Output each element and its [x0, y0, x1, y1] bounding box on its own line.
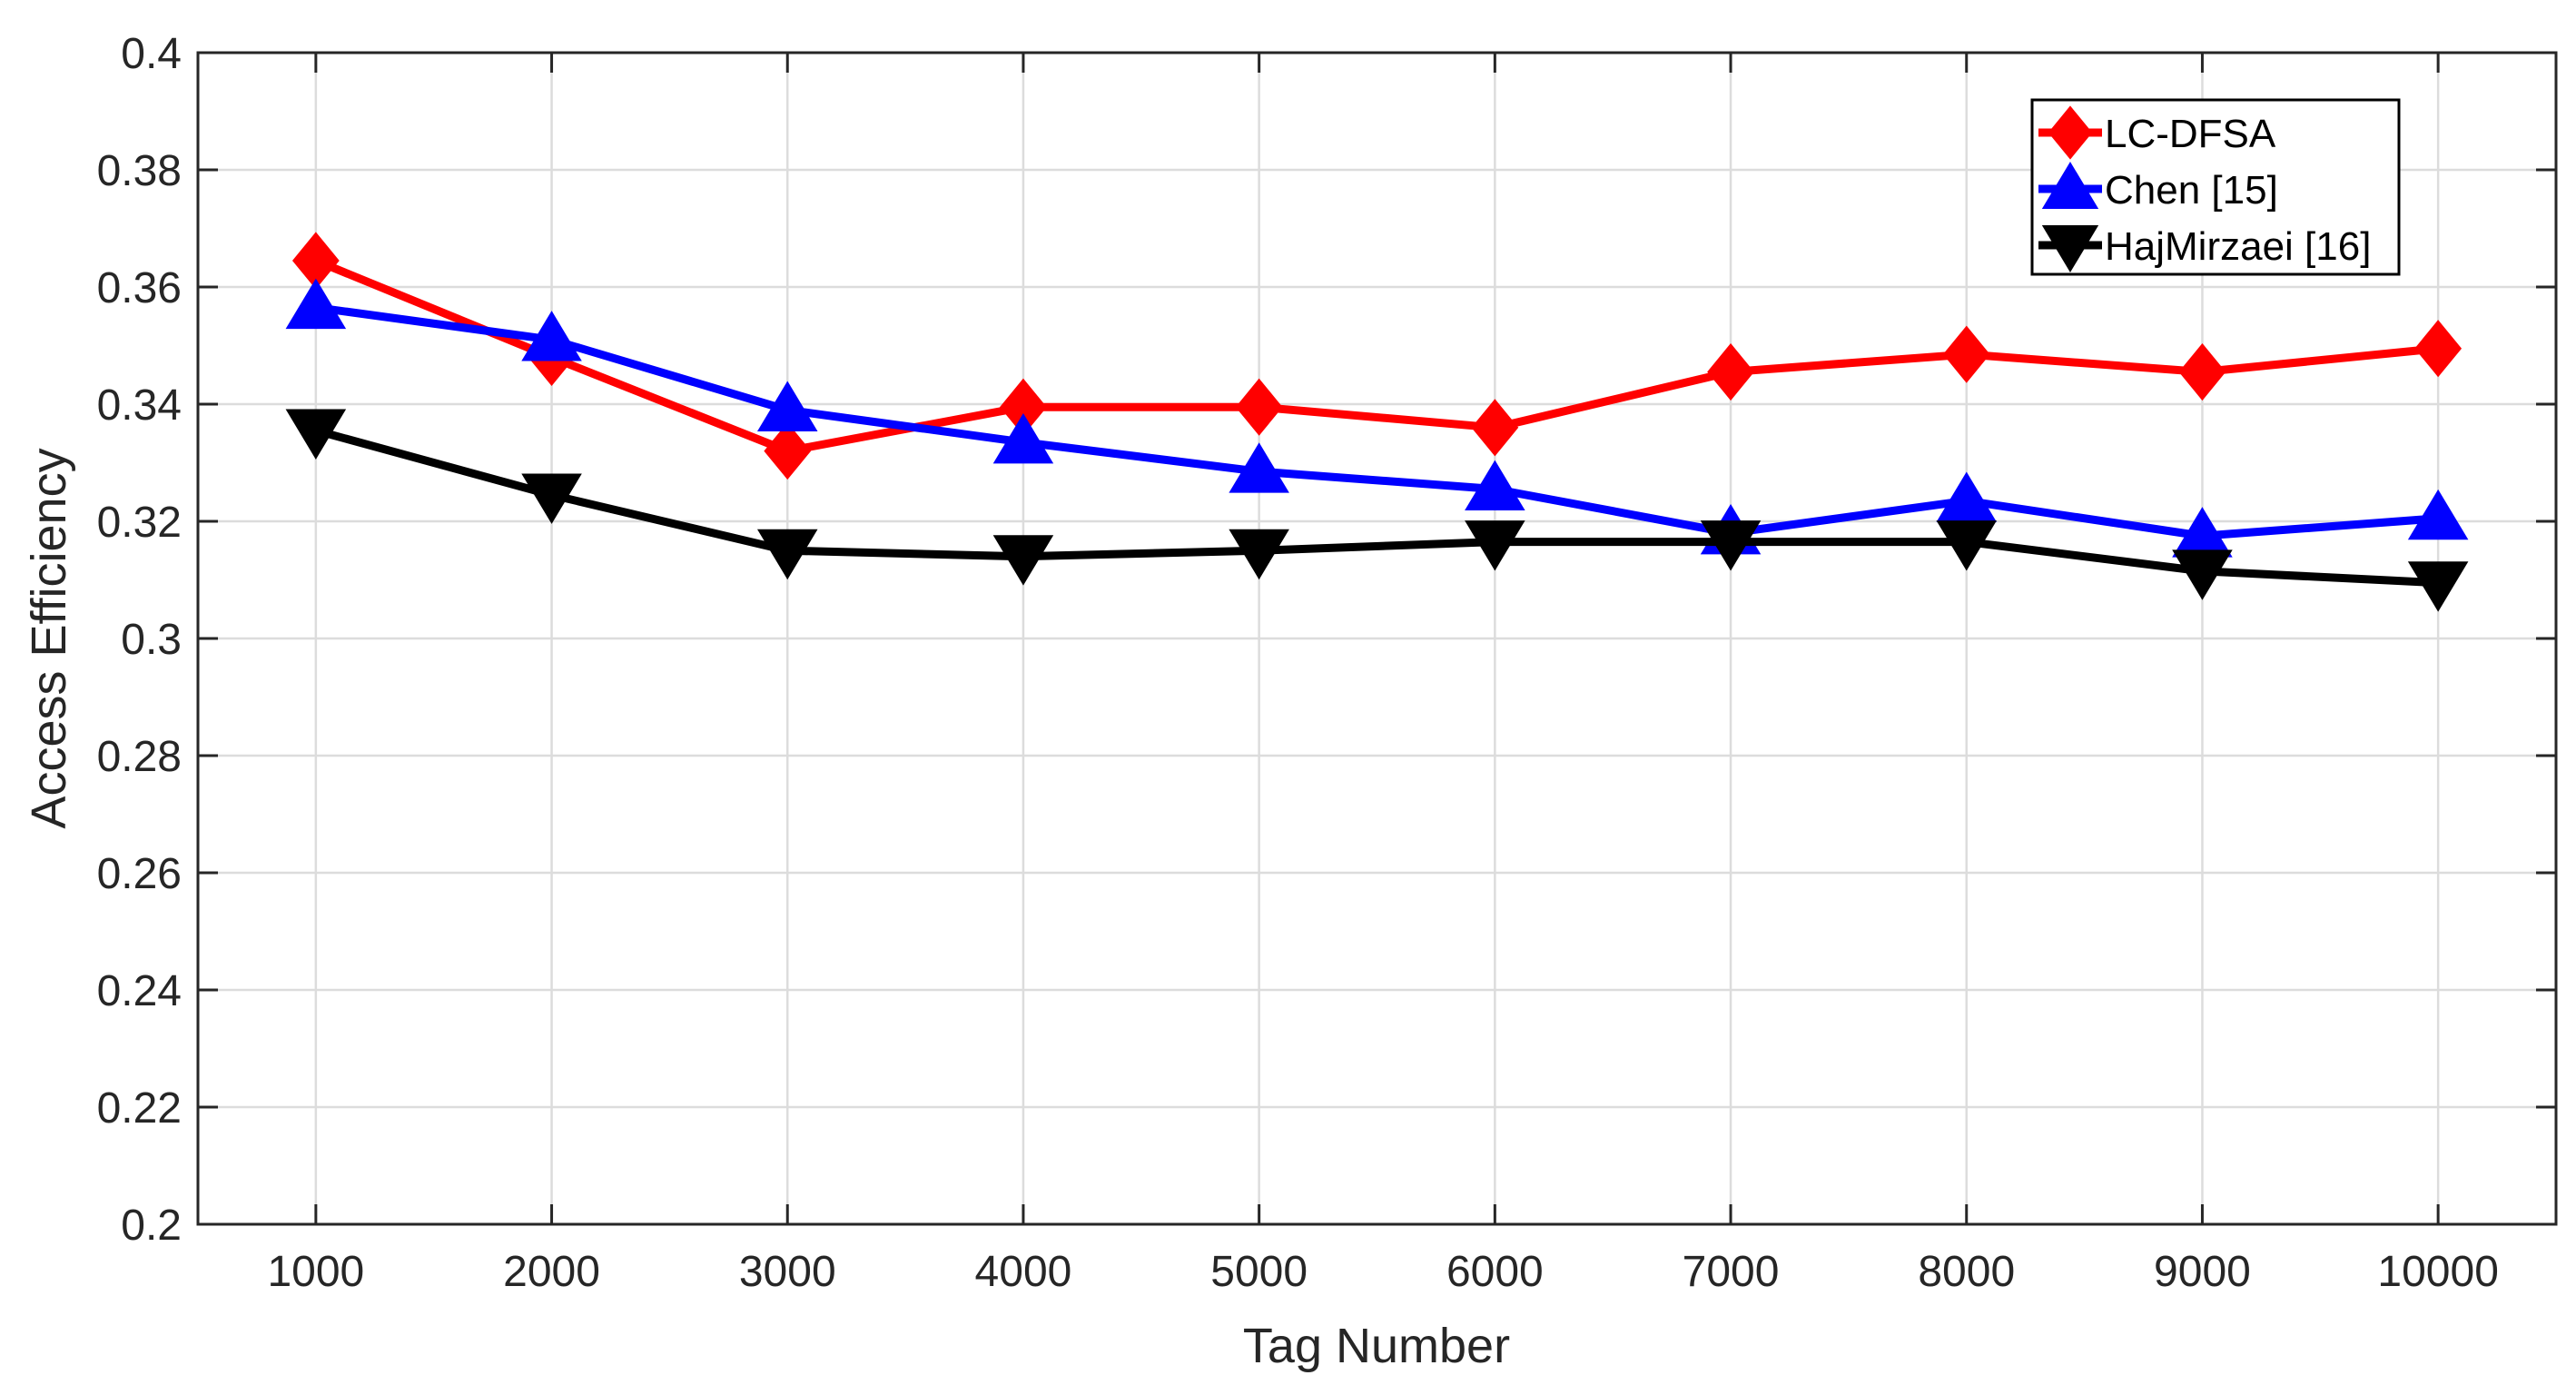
x-tick-label: 4000 [975, 1248, 1072, 1296]
data-point [756, 529, 818, 580]
data-series [285, 232, 2469, 612]
series-lc-dfsa [291, 232, 2462, 480]
legend-entry: Chen [15] [2038, 162, 2278, 213]
legend-entries: LC-DFSA Chen [15] HajMirzaei [16] [2038, 105, 2371, 272]
data-point [1465, 460, 1525, 511]
x-tick-label: 5000 [1210, 1248, 1308, 1296]
data-point [2178, 342, 2226, 401]
y-tick-label: 0.32 [97, 499, 182, 547]
data-point [1229, 529, 1289, 580]
legend-label: LC-DFSA [2105, 112, 2276, 156]
y-tick-label: 0.26 [97, 850, 182, 898]
x-tick-label: 10000 [2377, 1248, 2498, 1296]
x-tick-label: 7000 [1683, 1248, 1780, 1296]
series-line [314, 426, 2439, 588]
legend-label: Chen [15] [2105, 168, 2278, 213]
series-line [315, 303, 2439, 540]
data-point [992, 535, 1054, 586]
series-line [314, 256, 2439, 456]
data-point [1229, 442, 1289, 493]
data-point [521, 473, 582, 524]
y-tick-label: 0.24 [97, 967, 182, 1015]
x-tick-label: 6000 [1446, 1248, 1544, 1296]
legend-entry: HajMirzaei [16] [2038, 224, 2371, 272]
data-point [1936, 520, 1998, 571]
y-tick-label: 0.34 [97, 381, 182, 430]
y-tick-label: 0.36 [97, 264, 182, 312]
y-axis-title: Access Efficiency [22, 448, 76, 828]
data-point [285, 278, 347, 330]
x-tick-label: 3000 [739, 1248, 836, 1296]
axis-ticks: 1000 2000 3000 4000 5000 6000 7000 8000 9000 1000… [97, 30, 2556, 1296]
x-tick-label: 2000 [503, 1248, 600, 1296]
data-point [1465, 520, 1525, 571]
legend-entry: LC-DFSA [2038, 105, 2276, 160]
data-point [521, 311, 582, 361]
data-point [2172, 549, 2233, 600]
data-point [2407, 489, 2469, 540]
data-point [992, 412, 1054, 464]
y-tick-label: 0.28 [97, 733, 182, 781]
data-point [1942, 325, 1990, 383]
y-tick-label: 0.4 [121, 30, 182, 78]
data-point [1235, 378, 1283, 436]
legend-marker [2048, 105, 2093, 160]
x-axis-title: Tag Number [1243, 1319, 1510, 1373]
y-tick-label: 0.22 [97, 1084, 182, 1133]
x-tick-label: 1000 [267, 1248, 364, 1296]
y-tick-label: 0.38 [97, 147, 182, 195]
legend: LC-DFSA Chen [15] HajMirzaei [16] [2030, 98, 2401, 276]
legend-marker [2041, 225, 2099, 272]
y-tick-label: 0.2 [121, 1202, 182, 1250]
y-tick-label: 0.3 [121, 616, 182, 664]
data-point [756, 381, 818, 431]
legend-label: HajMirzaei [16] [2105, 224, 2371, 269]
x-tick-label: 8000 [1918, 1248, 2015, 1296]
data-point [1471, 399, 1519, 457]
data-point [764, 422, 812, 480]
data-point [285, 409, 347, 460]
data-point [2414, 320, 2462, 378]
data-point [2407, 561, 2469, 612]
series-hajmirzaei-16 [285, 409, 2469, 612]
data-point [1707, 342, 1754, 401]
x-tick-label: 9000 [2154, 1248, 2251, 1296]
legend-marker [2041, 162, 2099, 209]
data-point [1700, 520, 1762, 571]
